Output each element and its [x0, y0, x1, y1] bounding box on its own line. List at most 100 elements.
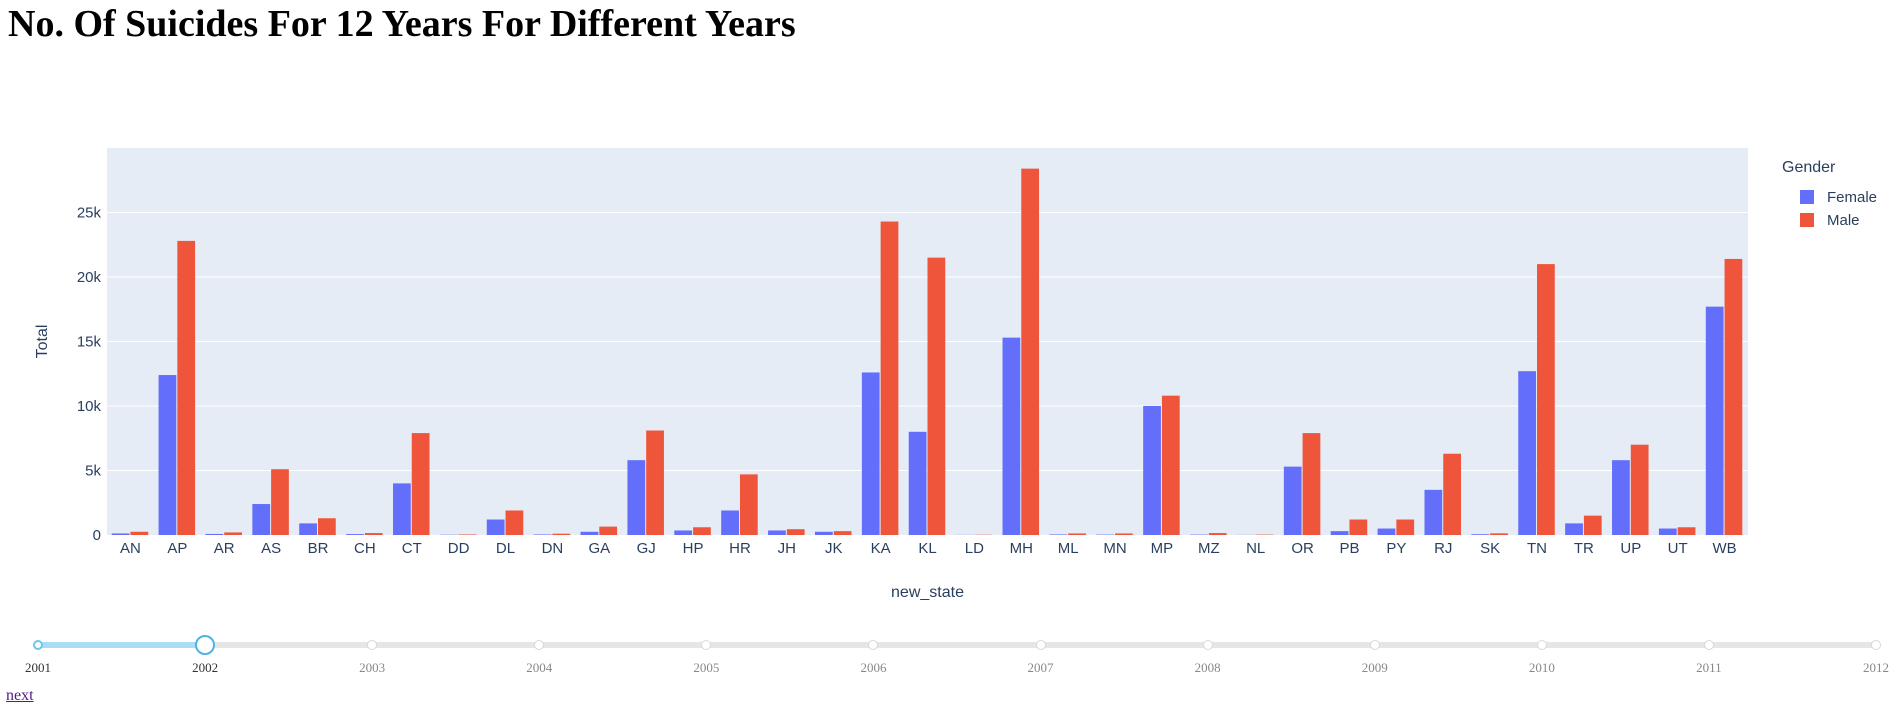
bar-male-wb	[1725, 259, 1743, 535]
bar-female-ut	[1659, 529, 1677, 535]
page-title: No. Of Suicides For 12 Years For Differe…	[8, 0, 796, 48]
x-tick-label: JK	[825, 540, 843, 557]
x-tick-label: PY	[1386, 540, 1406, 557]
bar-female-wb	[1706, 307, 1724, 535]
y-tick-label: 15k	[77, 334, 102, 351]
bar-male-rj	[1443, 454, 1461, 535]
bar-female-ap	[159, 375, 177, 535]
bar-female-tn	[1518, 371, 1536, 535]
slider-label-2007[interactable]: 2007	[1011, 660, 1071, 676]
slider-step-2001[interactable]	[33, 640, 43, 650]
y-tick-label: 0	[93, 527, 101, 544]
slider-label-2011[interactable]: 2011	[1679, 660, 1739, 676]
bar-female-ch	[346, 534, 364, 535]
slider-step-2007[interactable]	[1036, 640, 1046, 650]
legend-title: Gender	[1782, 159, 1836, 176]
x-tick-label: CH	[354, 540, 376, 557]
bar-female-jk	[815, 532, 833, 535]
bar-male-hr	[740, 474, 758, 535]
slider-step-2003[interactable]	[367, 640, 377, 650]
bar-female-pb	[1331, 531, 1349, 535]
bar-male-ar	[224, 532, 242, 535]
x-tick-label: TR	[1574, 540, 1594, 557]
slider-step-2010[interactable]	[1537, 640, 1547, 650]
slider-step-2011[interactable]	[1704, 640, 1714, 650]
bar-male-ap	[177, 241, 195, 535]
bar-male-tn	[1537, 264, 1555, 535]
x-tick-label: PB	[1339, 540, 1359, 557]
bar-male-up	[1631, 445, 1649, 535]
bar-female-or	[1284, 467, 1302, 535]
legend-swatch-female	[1800, 190, 1814, 204]
x-tick-label: RJ	[1434, 540, 1452, 557]
bar-male-dd	[459, 534, 477, 535]
bar-male-hp	[693, 527, 711, 535]
slider-label-2004[interactable]: 2004	[509, 660, 569, 676]
slider-label-2009[interactable]: 2009	[1345, 660, 1405, 676]
slider-step-2009[interactable]	[1370, 640, 1380, 650]
x-tick-label: JH	[778, 540, 796, 557]
bar-male-ch	[365, 533, 383, 535]
x-tick-label: SK	[1480, 540, 1500, 557]
x-tick-label: CT	[402, 540, 422, 557]
y-tick-label: 10k	[77, 398, 102, 415]
bar-female-jh	[768, 530, 786, 535]
bar-female-hr	[721, 510, 739, 535]
bar-female-ga	[581, 532, 599, 535]
slider-step-2005[interactable]	[701, 640, 711, 650]
slider-step-2004[interactable]	[534, 640, 544, 650]
bar-male-jk	[834, 531, 852, 535]
bar-female-ar	[205, 534, 223, 535]
y-tick-label: 25k	[77, 205, 102, 222]
bar-male-sk	[1490, 533, 1508, 535]
x-tick-label: KA	[871, 540, 891, 557]
slider-label-2002[interactable]: 2002	[175, 660, 235, 676]
bar-male-br	[318, 518, 336, 535]
bar-male-mn	[1115, 533, 1133, 535]
x-tick-label: OR	[1291, 540, 1314, 557]
slider-handle[interactable]	[195, 635, 215, 655]
slider-track[interactable]	[38, 642, 1876, 648]
x-tick-label: DL	[496, 540, 515, 557]
next-link[interactable]: next	[6, 688, 34, 704]
slider-step-2008[interactable]	[1203, 640, 1213, 650]
bar-male-as	[271, 469, 289, 535]
x-tick-label: GA	[588, 540, 610, 557]
x-tick-label: ML	[1058, 540, 1079, 557]
bar-female-br	[299, 523, 317, 535]
x-tick-label: UT	[1668, 540, 1688, 557]
legend-label-female: Female	[1827, 189, 1877, 206]
bar-female-tr	[1565, 523, 1583, 535]
x-tick-label: HP	[683, 540, 704, 557]
slider-label-2010[interactable]: 2010	[1512, 660, 1572, 676]
x-tick-label: BR	[308, 540, 329, 557]
bar-female-as	[252, 504, 270, 535]
slider-step-2006[interactable]	[868, 640, 878, 650]
bar-male-jh	[787, 529, 805, 535]
slider-step-2012[interactable]	[1871, 640, 1881, 650]
bar-male-py	[1396, 520, 1414, 535]
slider-label-2003[interactable]: 2003	[342, 660, 402, 676]
bar-male-dn	[552, 534, 570, 535]
bar-female-an	[112, 533, 130, 535]
slider-label-2001[interactable]: 2001	[8, 660, 68, 676]
slider-label-2006[interactable]: 2006	[843, 660, 903, 676]
slider-label-2012[interactable]: 2012	[1846, 660, 1899, 676]
x-tick-label: HR	[729, 540, 751, 557]
slider-label-2008[interactable]: 2008	[1178, 660, 1238, 676]
bar-male-mp	[1162, 396, 1180, 535]
slider-label-2005[interactable]: 2005	[676, 660, 736, 676]
x-tick-label: DD	[448, 540, 470, 557]
slider-progress	[38, 642, 205, 648]
bar-female-py	[1378, 529, 1396, 535]
bar-female-ct	[393, 483, 411, 535]
x-axis-title: new_state	[891, 584, 964, 600]
bar-male-pb	[1349, 520, 1367, 535]
x-tick-label: AN	[120, 540, 141, 557]
x-tick-label: GJ	[637, 540, 656, 557]
x-tick-label: MN	[1103, 540, 1126, 557]
bar-female-mh	[1003, 338, 1021, 535]
bar-female-sk	[1471, 534, 1489, 535]
bar-female-ka	[862, 372, 880, 535]
